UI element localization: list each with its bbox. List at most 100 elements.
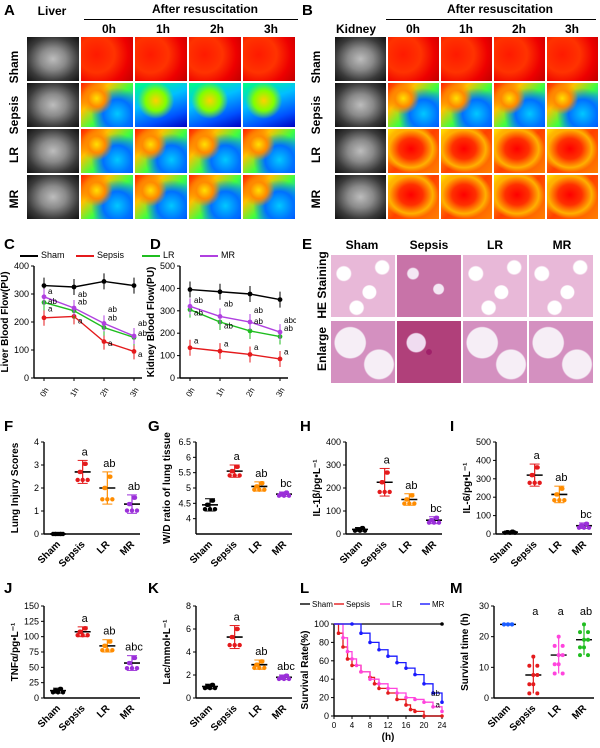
chart-c-point-mr-3 (131, 333, 137, 339)
chart-g-ytick-label-3: 5.5 (178, 468, 191, 478)
chart-f-point-2-4 (102, 485, 107, 491)
chart-j-ytick-label-3: 75 (29, 647, 39, 657)
panel-label-m: M (450, 580, 463, 597)
chart-g-point-1-0 (227, 473, 232, 478)
liver-row-lr: LR (7, 147, 21, 163)
chart-k-point-1-0 (227, 642, 232, 648)
chart-m-point-1-5 (535, 691, 540, 696)
liver-row-sham: Sham (7, 50, 21, 84)
chart-h-ytick-label-1: 100 (326, 506, 341, 516)
chart-j-ytick-label-0: 0 (34, 693, 39, 703)
chart-l-point-lr-13 (431, 705, 435, 709)
liver-time-3h: 3h (263, 22, 278, 36)
chart-c-xtick-label-3: 3h (128, 386, 140, 398)
chart-k-point-2-3 (262, 665, 267, 671)
kidney-time-3h: 3h (564, 22, 579, 36)
chart-j-cat-label-1: Sepsis (57, 703, 88, 734)
kidney-heat-cell-r1-c1 (440, 82, 493, 128)
chart-d-annot-2: a (194, 336, 199, 345)
chart-l-point-lr-11 (413, 697, 417, 702)
chart-g-cat-label-2: LR (247, 539, 265, 557)
chart-f-point-1-3 (85, 477, 90, 483)
chart-d-point-sepsis-0 (187, 345, 193, 351)
chart-g-letter-1: a (234, 451, 241, 463)
chart-l-point-sepsis-11 (404, 703, 408, 707)
chart-h-ytick-label-0: 0 (336, 529, 341, 539)
chart-f-ytick-label-3: 3 (34, 460, 39, 470)
he-col-sham: Sham (345, 238, 379, 252)
chart-h-ytick-label-4: 400 (326, 437, 341, 447)
kidney-time-0h: 0h (405, 22, 420, 36)
chart-d-series-sepsis (189, 347, 281, 360)
chart-i-ylabel: IL-6/pg•L⁻¹ (462, 462, 473, 514)
kidney-row-mr: MR (309, 189, 323, 209)
chart-f-ytick-label-2: 2 (34, 483, 39, 493)
chart-c-annot-7: ab (108, 314, 117, 323)
chart-h-il1b: 0100200300400IL-1β/pg•L⁻¹ShamSepsisaLRab… (312, 437, 442, 570)
chart-l-point-sepsis-8 (377, 686, 381, 691)
chart-h-point-1-3 (387, 489, 392, 495)
chart-m-letter-1: a (532, 606, 539, 618)
chart-l-ytick-label-0: 0 (324, 711, 329, 721)
chart-i-letter-3: bc (580, 509, 592, 521)
chart-j-point-3-5 (132, 655, 138, 661)
chart-d-annot-9: abc (284, 316, 296, 325)
chart-j-point-2-5 (108, 639, 113, 644)
chart-c-annot-9: ab (138, 319, 147, 328)
chart-g-ytick-label-5: 6.5 (178, 437, 191, 447)
chart-c-annot-1: ab (48, 297, 57, 306)
chart-f-point-1-4 (77, 469, 82, 475)
chart-g-point-3-6 (281, 493, 287, 498)
chart-l-ytick-label-1: 20 (319, 693, 329, 703)
liver-photo-cell-r0-c0 (26, 36, 80, 82)
kidney-row-lr: LR (309, 147, 323, 163)
chart-c-ytick-label-1: 100 (14, 345, 29, 355)
chart-h-point-0-5 (360, 525, 366, 531)
chart-j-point-1-4 (77, 629, 82, 634)
chart-l-point-mr-8 (413, 672, 417, 677)
chart-d-xtick-label-1: 1h (214, 386, 226, 398)
chart-h-point-3-3 (436, 520, 442, 525)
chart-m-point-3-2 (586, 637, 590, 642)
chart-l-letter-mr: ab (431, 689, 440, 698)
chart-j-ytick-label-5: 125 (24, 616, 39, 626)
chart-k-point-2-5 (260, 659, 265, 664)
panel-label-a: A (4, 2, 15, 19)
he-stain-cell-r0-c1 (396, 254, 462, 318)
chart-l-ytick-label-5: 100 (314, 619, 329, 629)
chart-m-point-2-0 (552, 671, 557, 676)
chart-i-point-2-0 (552, 498, 557, 503)
he-stain-cell-r0-c2 (462, 254, 528, 318)
chart-j-point-1-6 (80, 632, 85, 638)
chart-d-point-sham-2 (247, 291, 253, 297)
chart-g-point-0-0 (202, 506, 208, 512)
chart-c-ytick-label-2: 200 (14, 317, 29, 327)
chart-l-legend-label-sepsis: Sepsis (346, 600, 370, 609)
kidney-heat-cell-r2-c1 (440, 128, 493, 174)
he-stain-cell-r0-c0 (330, 254, 396, 318)
chart-h-point-2-0 (402, 501, 407, 506)
chart-m-point-3-0 (578, 653, 582, 658)
chart-k-point-3-6 (281, 676, 287, 682)
liver-photo-cell-r3-c0 (26, 174, 80, 220)
chart-g-ytick-label-0: 4 (186, 514, 191, 524)
chart-k-point-1-4 (229, 634, 234, 640)
chart-l-point-sepsis-4 (350, 663, 354, 668)
chart-f-point-1-0 (75, 477, 80, 483)
kidney-heat-cell-r2-c2 (493, 128, 546, 174)
chart-j-point-3-4 (126, 660, 132, 666)
chart-d-point-mr-0 (187, 303, 193, 309)
chart-l-legend-label-mr: MR (432, 600, 445, 609)
chart-l-point-lr-10 (404, 695, 408, 700)
chart-c-point-sepsis-3 (131, 349, 137, 354)
chart-d-annot-11: a (284, 347, 289, 356)
chart-f-point-3-4 (126, 501, 132, 507)
chart-d-point-sham-3 (277, 297, 283, 302)
liver-heat-cell-r0-c1 (134, 36, 188, 82)
chart-l-point-lr-14 (440, 709, 444, 714)
chart-f-point-1-5 (83, 461, 88, 467)
kidney-heat-cell-r0-c2 (493, 36, 546, 82)
chart-l-xtick-label-0: 0 (332, 721, 337, 730)
liver-heat-cell-r3-c1 (134, 174, 188, 220)
chart-g-point-0-4 (204, 502, 210, 508)
